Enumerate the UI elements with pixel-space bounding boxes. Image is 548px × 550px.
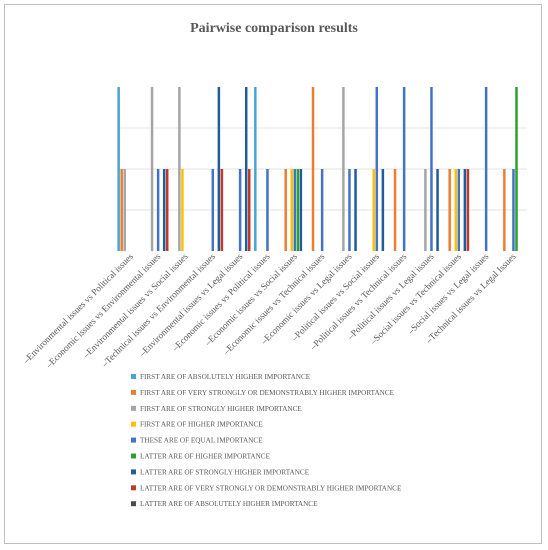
legend-label: FIRST ARE OF VERY STRONGLY OR DEMONSTRAB… [140,389,395,397]
bar [512,169,515,251]
bar [299,169,303,251]
bar [454,169,458,251]
x-tick-label: –Economic issues vs Political issues [169,251,272,354]
bar [284,169,287,251]
bar [375,87,379,251]
legend-swatch [131,405,136,411]
legend-label: LATTER ARE OF HIGHER IMPORTANCE [140,453,271,461]
bar [165,169,169,251]
bar [120,169,123,251]
bar [217,87,221,251]
x-tick-labels: –Environmental issues vs Political issue… [21,251,518,371]
bar [457,169,461,251]
chart-title: Pairwise comparison results [190,21,358,36]
bar [484,87,488,251]
chart-frame: Pairwise comparison results –Environment… [4,4,542,544]
legend-label: LATTER ARE OF ABSOLUTELY HIGHER IMPORTAN… [140,500,318,508]
bar [463,169,467,251]
legend-swatch [131,501,136,507]
legend-swatch [131,389,136,395]
legend-swatch [131,453,136,459]
bar [503,169,506,251]
legend: FIRST ARE OF ABSOLUTELY HIGHER IMPORTANC… [131,373,402,508]
bar-chart: Pairwise comparison results –Environment… [21,21,527,508]
bar [424,169,427,251]
bar [436,169,439,251]
legend-swatch [131,374,136,379]
legend-swatch [131,437,136,443]
legend-label: THESE ARE OF EQUAL IMPORTANCE [140,437,263,445]
bar [290,169,294,251]
bar [156,169,160,251]
bar [117,87,120,251]
bar [320,169,324,251]
bar [381,169,385,251]
bar [220,169,224,251]
bar [393,169,397,251]
bar [123,169,126,251]
bar [254,87,257,251]
legend-swatch [131,485,136,491]
bar [266,169,269,251]
bar [247,169,251,251]
bar [354,169,357,251]
legend-label: FIRST ARE OF STRONGLY HIGHER IMPORTANCE [140,405,302,413]
bar [348,169,351,251]
bar [372,169,376,251]
legend-label: LATTER ARE OF STRONGLY HIGHER IMPORTANCE [140,468,310,476]
bar [311,87,315,251]
bar [211,169,215,251]
bar [238,169,242,251]
bar [430,87,433,251]
bar [178,87,181,251]
bar [293,169,297,251]
bar [342,87,345,251]
legend-label: FIRST ARE OF ABSOLUTELY HIGHER IMPORTANC… [140,373,311,381]
bar [162,169,166,251]
bar [402,87,406,251]
bar [296,169,300,251]
bar [466,169,470,251]
legend-label: FIRST ARE OF HIGHER IMPORTANCE [140,421,263,429]
bar [181,169,184,251]
legend-label: LATTER ARE OF VERY STRONGLY OR DEMONSTRA… [140,484,402,492]
bar [448,169,451,251]
bar [150,87,154,251]
legend-swatch [131,421,136,427]
bar [244,87,248,251]
bar [515,87,518,251]
bars [117,87,518,251]
legend-swatch [131,469,136,475]
